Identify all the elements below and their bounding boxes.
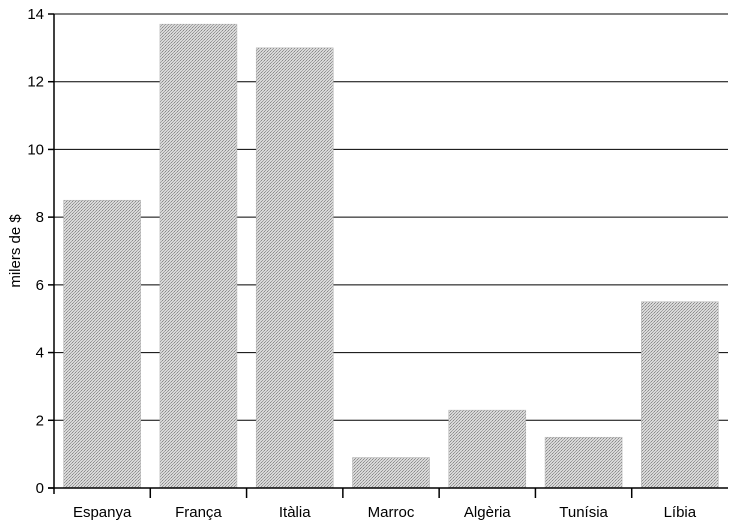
x-ticks: Espanya França Itàlia Marroc Algèria Tunísia L… xyxy=(73,488,697,521)
bars xyxy=(63,23,719,489)
bar-tunísia xyxy=(544,436,623,489)
y-tick-label: 2 xyxy=(36,412,44,429)
x-tick-label: Marroc xyxy=(368,504,415,521)
x-tick-label: Itàlia xyxy=(279,504,311,521)
y-tick-label: 6 xyxy=(36,277,44,294)
gridlines xyxy=(54,13,728,421)
x-tick-label: Espanya xyxy=(73,504,132,521)
axes xyxy=(48,14,728,494)
bar-marroc xyxy=(352,457,430,489)
y-tick-label: 14 xyxy=(27,6,44,23)
y-tick-label: 10 xyxy=(27,141,44,158)
x-tick-label: Tunísia xyxy=(559,504,608,521)
y-tick-label: 12 xyxy=(27,74,44,91)
bar-itàlia xyxy=(255,47,334,489)
y-tick-label: 0 xyxy=(36,480,44,497)
y-tick-label: 4 xyxy=(36,345,44,362)
x-tick-label: Algèria xyxy=(464,504,511,521)
y-axis-title: milers de $ xyxy=(7,214,24,288)
bar-líbia xyxy=(641,301,719,489)
x-tick-label: Líbia xyxy=(664,504,697,521)
y-ticks: 0 2 4 6 8 10 12 14 xyxy=(27,6,54,497)
bar-frança xyxy=(159,23,238,489)
bar-espanya xyxy=(63,199,141,489)
bar-algèria xyxy=(448,409,527,489)
x-tick-label: França xyxy=(175,504,222,521)
y-tick-label: 8 xyxy=(36,209,44,226)
